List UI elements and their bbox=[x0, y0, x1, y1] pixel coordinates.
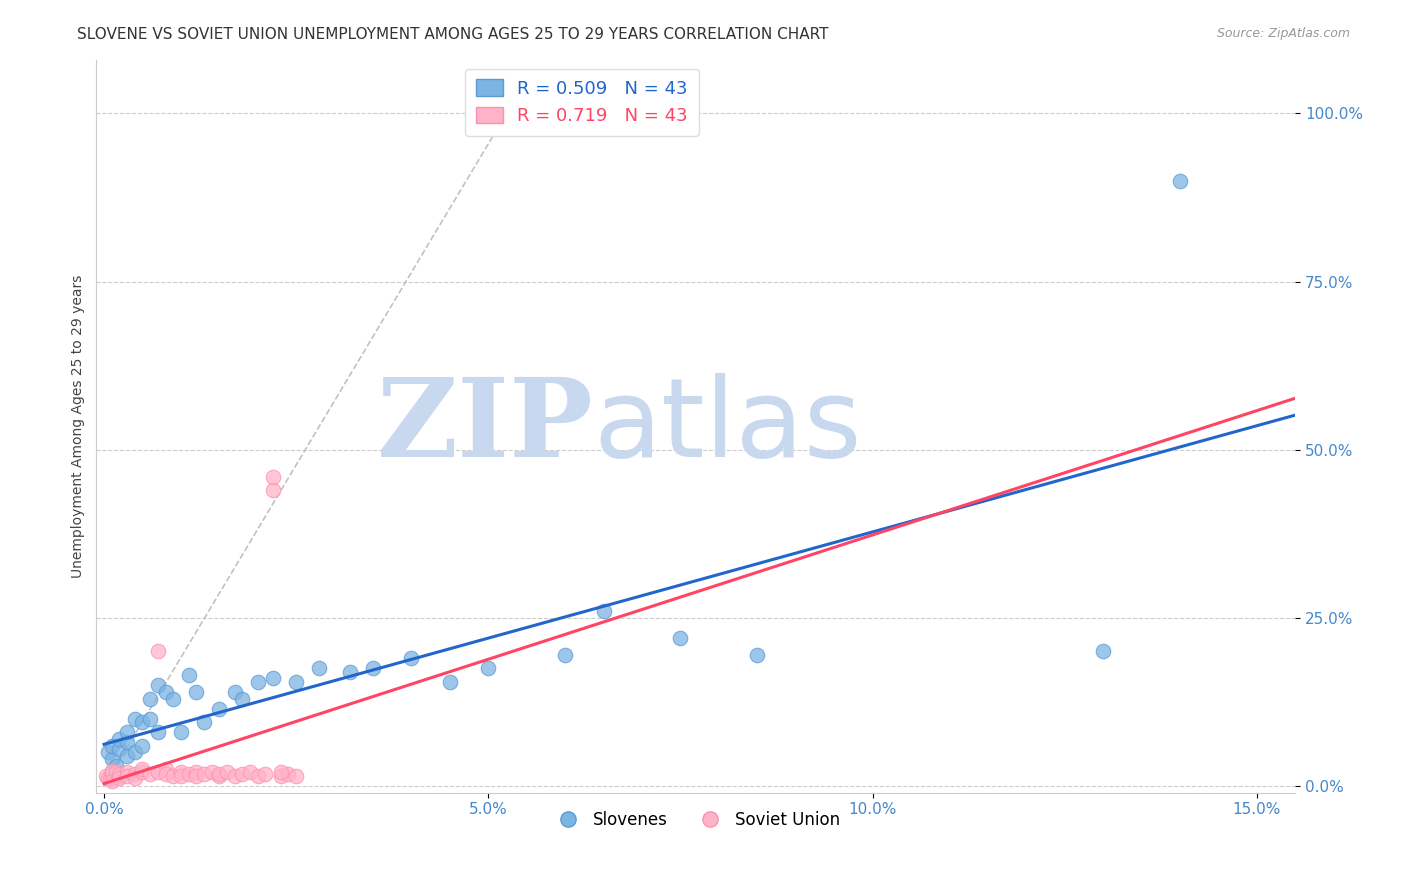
Point bbox=[239, 765, 262, 780]
Point bbox=[139, 767, 162, 781]
Point bbox=[124, 767, 146, 781]
Text: SLOVENE VS SOVIET UNION UNEMPLOYMENT AMONG AGES 25 TO 29 YEARS CORRELATION CHART: SLOVENE VS SOVIET UNION UNEMPLOYMENT AMO… bbox=[77, 27, 828, 42]
Point bbox=[224, 769, 246, 783]
Text: atlas: atlas bbox=[593, 373, 862, 480]
Point bbox=[170, 765, 193, 780]
Point bbox=[104, 765, 127, 780]
Point bbox=[162, 769, 184, 783]
Point bbox=[100, 739, 122, 753]
Point bbox=[308, 661, 330, 675]
Point bbox=[177, 668, 200, 682]
Point bbox=[231, 767, 253, 781]
Point bbox=[139, 691, 162, 706]
Point bbox=[170, 769, 193, 783]
Point bbox=[115, 735, 138, 749]
Point bbox=[108, 771, 131, 785]
Point bbox=[108, 769, 131, 783]
Point bbox=[124, 745, 146, 759]
Point bbox=[155, 762, 177, 776]
Point bbox=[193, 767, 215, 781]
Point bbox=[554, 648, 576, 662]
Point bbox=[201, 765, 224, 780]
Point bbox=[96, 769, 118, 783]
Point bbox=[262, 469, 284, 483]
Point bbox=[108, 769, 131, 783]
Point bbox=[262, 483, 284, 497]
Point bbox=[115, 765, 138, 780]
Text: ZIP: ZIP bbox=[377, 373, 593, 480]
Point bbox=[246, 674, 269, 689]
Point bbox=[262, 671, 284, 685]
Point bbox=[146, 725, 169, 739]
Point bbox=[100, 764, 122, 778]
Point bbox=[246, 769, 269, 783]
Y-axis label: Unemployment Among Ages 25 to 29 years: Unemployment Among Ages 25 to 29 years bbox=[72, 275, 86, 578]
Point bbox=[115, 769, 138, 783]
Point bbox=[108, 731, 131, 746]
Point bbox=[186, 765, 208, 780]
Point bbox=[215, 765, 238, 780]
Point bbox=[285, 769, 308, 783]
Point bbox=[100, 752, 122, 766]
Point bbox=[170, 725, 193, 739]
Legend: Slovenes, Soviet Union: Slovenes, Soviet Union bbox=[546, 805, 846, 836]
Point bbox=[1092, 644, 1115, 658]
Point bbox=[177, 767, 200, 781]
Point bbox=[146, 644, 169, 658]
Point bbox=[100, 765, 122, 780]
Point bbox=[131, 714, 153, 729]
Point bbox=[146, 765, 169, 780]
Point bbox=[477, 661, 499, 675]
Point bbox=[155, 767, 177, 781]
Point bbox=[439, 674, 461, 689]
Point bbox=[146, 678, 169, 692]
Point bbox=[361, 661, 384, 675]
Point bbox=[339, 665, 361, 679]
Point bbox=[131, 765, 153, 780]
Point bbox=[277, 767, 299, 781]
Point bbox=[193, 714, 215, 729]
Point bbox=[97, 745, 120, 759]
Point bbox=[186, 685, 208, 699]
Point bbox=[270, 769, 292, 783]
Point bbox=[224, 685, 246, 699]
Text: Source: ZipAtlas.com: Source: ZipAtlas.com bbox=[1216, 27, 1350, 40]
Point bbox=[108, 767, 131, 781]
Point bbox=[131, 739, 153, 753]
Point bbox=[401, 651, 423, 665]
Point bbox=[124, 771, 146, 785]
Point bbox=[104, 758, 127, 772]
Point bbox=[285, 674, 308, 689]
Point bbox=[208, 701, 231, 715]
Point bbox=[97, 771, 120, 785]
Point bbox=[231, 691, 253, 706]
Point bbox=[162, 691, 184, 706]
Point bbox=[592, 604, 614, 618]
Point bbox=[100, 767, 122, 781]
Point bbox=[115, 725, 138, 739]
Point bbox=[254, 767, 277, 781]
Point bbox=[108, 742, 131, 756]
Point bbox=[155, 685, 177, 699]
Point bbox=[270, 765, 292, 780]
Point bbox=[208, 767, 231, 781]
Point bbox=[208, 769, 231, 783]
Point bbox=[1168, 174, 1191, 188]
Point bbox=[124, 712, 146, 726]
Point bbox=[747, 648, 769, 662]
Point bbox=[100, 773, 122, 788]
Point bbox=[669, 631, 692, 645]
Point bbox=[115, 748, 138, 763]
Point bbox=[186, 769, 208, 783]
Point bbox=[131, 762, 153, 776]
Point bbox=[139, 712, 162, 726]
Point bbox=[98, 772, 121, 787]
